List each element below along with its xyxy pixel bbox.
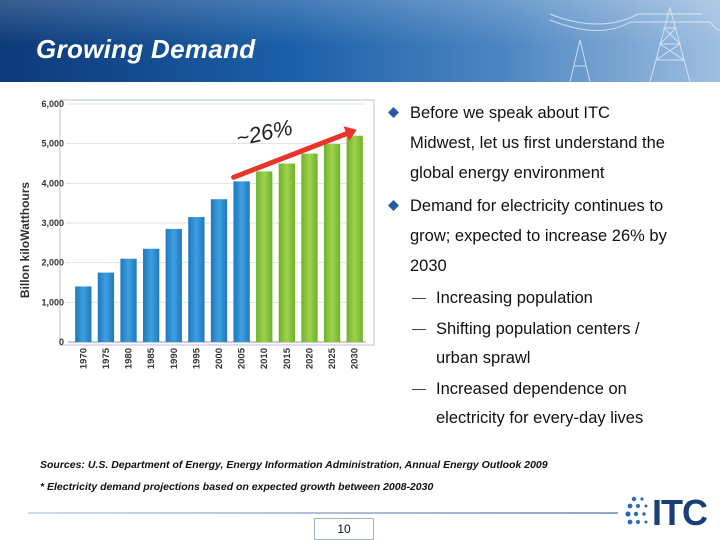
y-tick-label: 1,000 (41, 297, 64, 307)
bar-historical (210, 199, 228, 342)
x-tick-label: 1990 (169, 348, 180, 369)
y-axis-label: Billon kiloWatthours (18, 182, 32, 299)
x-tick-label: 1980 (124, 348, 135, 369)
transmission-tower-icon (549, 6, 720, 82)
x-tick-label: 2015 (282, 347, 293, 369)
bar-historical (165, 228, 182, 342)
sub-bullet-item: Increasing population (388, 284, 708, 313)
sub-bullet-item: Shifting population centers / urban spra… (388, 315, 708, 373)
y-tick-label: 5,000 (41, 139, 64, 149)
y-tick-label: 6,000 (41, 99, 64, 109)
logo-text: ITC (652, 492, 708, 533)
y-tick-label: 3,000 (41, 218, 64, 228)
x-tick-label: 1995 (191, 347, 202, 369)
sub-bullet-item: Increased dependence on electricity for … (388, 375, 708, 433)
dash-bullet-icon (412, 329, 426, 330)
demand-bar-chart: 6,000 5,000 4,000 3,000 2,000 1,000 0 1970 1975… (18, 99, 375, 369)
footer-divider (28, 512, 618, 514)
dash-bullet-icon (412, 389, 426, 390)
x-tick-label: 2025 (327, 347, 338, 369)
bullet-line: Demand for electricity continues to (410, 197, 664, 215)
projection-note: * Electricity demand projections based o… (40, 481, 434, 493)
sub-bullet-line: Increasing population (436, 289, 593, 307)
bullet-item: Before we speak about ITC Midwest, let u… (388, 98, 708, 188)
bar-historical (188, 217, 205, 342)
y-tick-label: 2,000 (41, 258, 64, 268)
x-tick-label: 2000 (214, 348, 225, 369)
x-tick-label: 2005 (237, 347, 248, 369)
sub-bullet-line: urban sprawl (436, 349, 531, 367)
x-tick-label: 2010 (259, 348, 270, 369)
itc-logo: ITC (622, 488, 714, 536)
sub-bullet-line: electricity for every-day lives (436, 409, 644, 427)
bar-projected (323, 144, 341, 342)
x-tick-label: 2030 (350, 348, 361, 369)
x-tick-label: 1970 (78, 348, 89, 369)
header-banner: Growing Demand (0, 0, 720, 82)
bar-projected (346, 135, 363, 342)
bar-historical (120, 258, 137, 342)
sub-bullet-line: Increased dependence on (436, 380, 627, 398)
y-tick-label: 4,000 (41, 178, 64, 188)
trend-arrow-head (343, 126, 357, 142)
bar-projected (301, 153, 318, 342)
x-tick-label: 1975 (101, 347, 112, 369)
page-title: Growing Demand (36, 34, 256, 64)
bar-historical (97, 272, 115, 342)
x-tick-label: 2020 (304, 348, 315, 369)
bullet-list: Before we speak about ITC Midwest, let u… (388, 98, 708, 433)
bullet-item: Demand for electricity continues to grow… (388, 191, 708, 281)
bar-projected (256, 171, 273, 342)
diamond-bullet-icon (388, 107, 399, 118)
bullet-line: Midwest, let us first understand the (410, 134, 665, 152)
bar-projected (278, 163, 295, 342)
bar-historical (143, 248, 160, 342)
trend-arrow-line (231, 130, 352, 180)
header-sheen (0, 0, 720, 82)
logo-mark-icon (625, 496, 648, 525)
sources-note: Sources: U.S. Department of Energy, Ener… (40, 459, 548, 471)
bullet-line: grow; expected to increase 26% by (410, 227, 667, 245)
x-tick-label: 1985 (146, 347, 157, 369)
bullet-line: global energy environment (410, 164, 605, 182)
bar-historical (233, 181, 250, 342)
bullet-line: Before we speak about ITC (410, 104, 610, 122)
bar-historical (75, 286, 92, 342)
y-tick-label: 0 (59, 337, 64, 347)
page-number: 10 (314, 518, 374, 540)
dash-bullet-icon (412, 298, 426, 299)
diamond-bullet-icon (388, 200, 399, 211)
bullet-line: 2030 (410, 257, 447, 275)
sub-bullet-line: Shifting population centers / (436, 320, 640, 338)
